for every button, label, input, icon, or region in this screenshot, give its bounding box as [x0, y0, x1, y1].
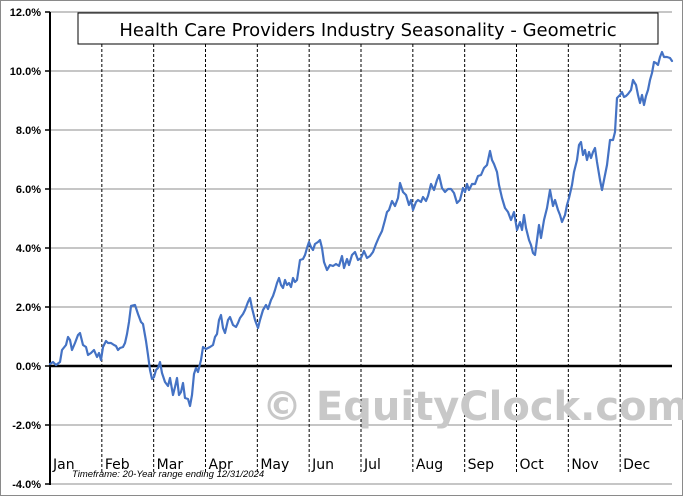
seasonality-line: [48, 50, 674, 408]
month-label-dec: Dec: [623, 457, 650, 473]
y-tick-label: 4.0%: [16, 243, 41, 255]
month-label-jul: Jul: [363, 457, 381, 473]
month-label-aug: Aug: [416, 457, 443, 473]
y-tick-label: 2.0%: [16, 302, 41, 314]
y-tick-label: -4.0%: [12, 479, 41, 491]
month-label-jan: Jan: [52, 457, 75, 473]
month-divider-lines: [101, 44, 621, 472]
y-axis-ticks: 12.0% 10.0% 8.0% 6.0% 4.0% 2.0% 0.0% -2.0% -4.0%: [10, 7, 50, 491]
watermark: © EquityClock.com: [262, 384, 683, 430]
month-label-nov: Nov: [571, 457, 598, 473]
month-label-jun: Jun: [311, 457, 334, 473]
month-label-apr: Apr: [209, 457, 233, 473]
y-tick-label: 10.0%: [10, 66, 41, 78]
y-tick-label: -2.0%: [12, 420, 41, 432]
month-label-oct: Oct: [520, 457, 545, 473]
y-tick-label: 6.0%: [16, 184, 41, 196]
y-tick-label: 8.0%: [16, 125, 41, 137]
month-label-mar: Mar: [157, 457, 184, 473]
title-box: [77, 12, 659, 45]
month-label-feb: Feb: [105, 457, 130, 473]
month-label-sep: Sep: [468, 457, 495, 473]
y-tick-label: 12.0%: [10, 7, 41, 19]
y-tick-label: 0.0%: [16, 361, 41, 373]
month-label-may: May: [260, 457, 289, 473]
month-labels: Jan Feb Mar Apr May Jun Jul Aug Sep Oct Nov Dec: [52, 457, 650, 473]
timeframe-note: Timeframe: 20-Year range ending 12/31/20…: [72, 469, 264, 480]
chart-title: Health Care Providers Industry Seasonali…: [119, 20, 616, 41]
